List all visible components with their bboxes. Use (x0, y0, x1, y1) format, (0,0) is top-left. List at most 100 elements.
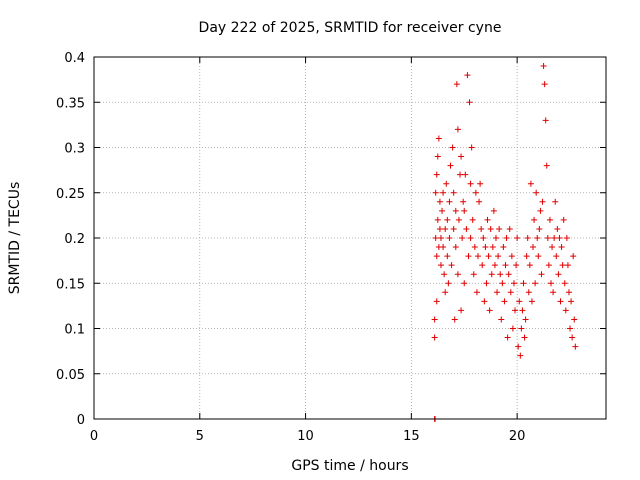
data-point (554, 225, 561, 232)
data-point (503, 235, 510, 241)
data-point (501, 298, 508, 305)
data-point (549, 244, 556, 251)
data-point (483, 280, 490, 287)
data-point (453, 81, 460, 88)
data-point (473, 289, 480, 296)
data-point (470, 271, 477, 278)
data-point (454, 126, 461, 133)
data-point (431, 316, 438, 323)
data-point (510, 280, 517, 287)
data-point (481, 298, 488, 305)
y-tick-label: 0.15 (56, 277, 85, 292)
data-point (468, 144, 475, 151)
data-point (521, 334, 528, 341)
data-point (534, 235, 541, 241)
y-tick-label: 0 (77, 413, 85, 428)
data-point (530, 244, 537, 251)
data-point (523, 253, 530, 260)
data-point (487, 225, 494, 232)
data-point (526, 262, 533, 269)
data-point (445, 280, 452, 287)
data-point (528, 298, 535, 305)
data-point (485, 253, 492, 260)
data-point (472, 189, 479, 196)
data-point (539, 198, 546, 205)
data-point (507, 289, 514, 296)
data-point (561, 280, 568, 287)
y-tick-label: 0.2 (64, 232, 85, 247)
data-point (462, 171, 469, 178)
x-tick-label: 20 (509, 429, 526, 444)
data-point (543, 162, 550, 169)
data-point (533, 189, 540, 196)
data-point (517, 352, 524, 359)
data-point (441, 271, 448, 278)
data-point (439, 207, 446, 214)
data-point (457, 171, 464, 178)
data-point (504, 334, 511, 341)
data-point (444, 216, 451, 223)
data-point (565, 289, 572, 296)
y-tick-label: 0.05 (56, 368, 85, 383)
data-point (494, 289, 501, 296)
data-point (568, 298, 575, 305)
data-point (502, 262, 509, 269)
data-point (550, 289, 557, 296)
data-point (458, 153, 465, 160)
data-point (541, 81, 548, 88)
data-point (464, 72, 471, 79)
data-point (475, 253, 481, 260)
data-point (567, 325, 574, 332)
data-point (440, 189, 447, 196)
y-tick-label: 0.4 (64, 51, 85, 66)
data-point (444, 253, 451, 260)
data-point (513, 262, 520, 269)
data-point (497, 271, 504, 278)
data-point (492, 235, 499, 241)
data-point (509, 325, 516, 332)
data-point (537, 207, 544, 214)
data-point (467, 180, 474, 187)
data-point (461, 207, 468, 214)
data-point (570, 253, 577, 260)
data-point (546, 216, 553, 223)
data-point (446, 198, 453, 205)
data-point (479, 262, 486, 269)
data-point (545, 262, 552, 269)
data-point (466, 99, 473, 106)
data-point (436, 225, 443, 232)
data-point (505, 271, 512, 278)
data-point (524, 235, 531, 241)
x-tick-label: 0 (90, 429, 98, 444)
chart-title: Day 222 of 2025, SRMTID for receiver cyn… (199, 20, 502, 36)
data-point (556, 235, 563, 241)
data-point (435, 135, 442, 142)
data-point (432, 189, 439, 196)
data-point (559, 262, 566, 269)
data-point (480, 235, 487, 241)
data-point (437, 235, 444, 241)
data-point (498, 316, 505, 323)
data-point (484, 216, 491, 223)
data-point (476, 198, 483, 205)
y-tick-label: 0.25 (56, 187, 85, 202)
data-point (458, 307, 465, 314)
data-point (527, 180, 534, 187)
data-point (560, 216, 567, 223)
data-point (469, 216, 476, 223)
data-point (433, 298, 440, 305)
data-point (436, 198, 443, 205)
data-point (499, 280, 506, 287)
data-point (552, 198, 559, 205)
data-point (531, 216, 538, 223)
data-point (434, 153, 441, 160)
data-point (448, 262, 455, 269)
data-point (536, 225, 543, 232)
data-point (540, 63, 547, 70)
data-point (557, 298, 564, 305)
data-point (572, 343, 579, 350)
data-point (477, 180, 484, 187)
data-point (514, 235, 521, 241)
data-point (551, 235, 558, 241)
